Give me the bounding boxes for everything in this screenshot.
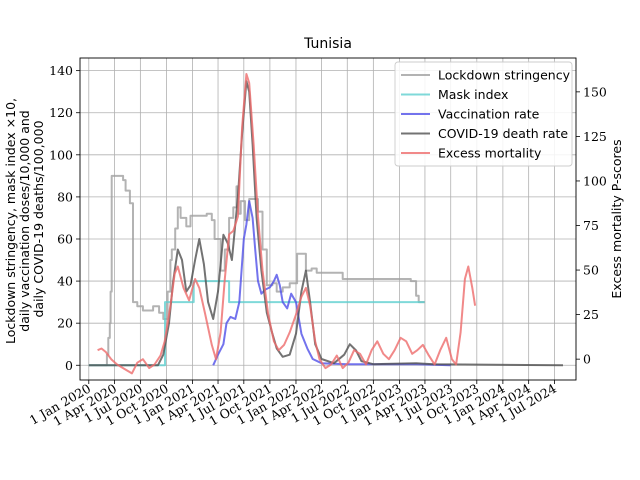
grid <box>80 58 576 380</box>
legend-label-mask-index: Mask index <box>438 87 508 102</box>
y-axis-title-line-3: daily COVID-19 deaths/100,000 <box>31 120 46 317</box>
legend-label-lockdown-stringency: Lockdown stringency <box>438 68 571 83</box>
legend-label-excess-mortality: Excess mortality <box>438 146 542 161</box>
y-axis-title: Lockdown stringency, mask index ×10, dai… <box>3 94 46 344</box>
y-tick-label: 0 <box>65 358 73 373</box>
legend-box <box>394 61 573 167</box>
series-mask-index <box>88 280 425 367</box>
legend-label-vaccination-rate: Vaccination rate <box>438 107 540 122</box>
y-tick-label: 120 <box>49 105 73 120</box>
chart-title: Tunisia <box>303 36 352 52</box>
y-axis-title-line-1: Lockdown stringency, mask index ×10, <box>3 98 18 344</box>
series-covid-death-rate <box>88 80 564 367</box>
legend: Lockdown stringency Mask index Vaccination… <box>394 61 573 167</box>
series-layer <box>88 73 564 375</box>
y-axis-left: 0 20 40 60 80 100 120 140 <box>49 63 80 373</box>
y2-tick-label: 125 <box>583 129 607 144</box>
series-vaccination-rate <box>212 200 451 367</box>
series-lockdown-stringency <box>88 174 425 367</box>
y-axis-title-line-2: daily vaccination doses/10,000 and <box>17 110 32 331</box>
y2-tick-label: 50 <box>583 263 599 278</box>
y-tick-label: 140 <box>49 63 73 78</box>
y-tick-label: 100 <box>49 147 73 162</box>
y2-tick-label: 150 <box>583 84 607 99</box>
y-tick-label: 80 <box>57 189 73 204</box>
y2-tick-label: 75 <box>583 218 599 233</box>
series-excess-mortality <box>97 73 477 375</box>
y2-tick-label: 100 <box>583 173 607 188</box>
y2-tick-label: 0 <box>583 352 591 367</box>
y-tick-label: 20 <box>57 316 73 331</box>
y-tick-label: 40 <box>57 274 73 289</box>
plot-area-frame <box>79 57 577 381</box>
y-tick-label: 60 <box>57 231 73 246</box>
y2-tick-label: 25 <box>583 307 599 322</box>
y2-axis-title: Excess mortality P-scores <box>609 139 624 298</box>
legend-label-covid-death-rate: COVID-19 death rate <box>438 126 568 141</box>
y-axis-right: 0 25 50 75 100 125 150 <box>576 84 607 367</box>
